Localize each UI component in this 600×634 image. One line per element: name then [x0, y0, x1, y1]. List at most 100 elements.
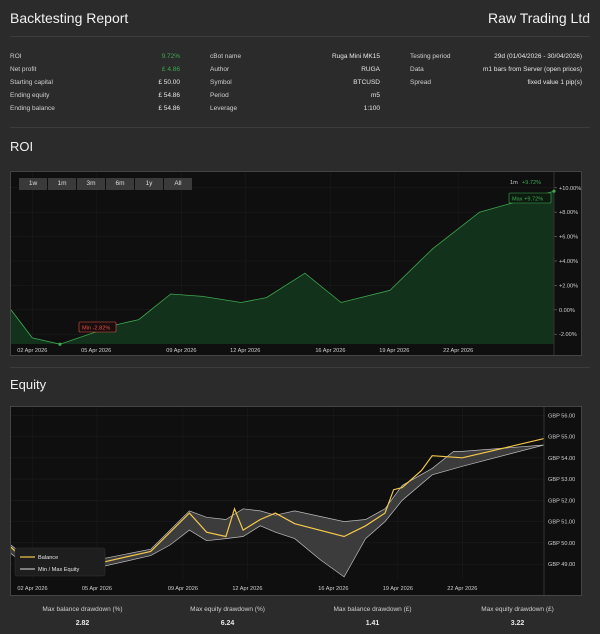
equity-x-tick-label: 09 Apr 2026 [168, 586, 198, 592]
summary-value: Ruga Mini MK15 [331, 53, 380, 60]
summary-row: Data m1 bars from Server (open prices) [410, 63, 582, 76]
roi-range-selector: 1w 1m 3m 6m 1y All [19, 178, 193, 190]
stat-value: 2.82 [75, 620, 90, 627]
equity-y-tick-label: GBP 55.00 [548, 435, 575, 441]
summary-key: Testing period [410, 53, 451, 60]
roi-max-marker [552, 189, 556, 193]
equity-y-tick-label: GBP 56.00 [548, 413, 575, 419]
equity-y-tick-label: GBP 49.00 [548, 562, 575, 568]
roi-x-tick-label: 19 Apr 2026 [379, 348, 409, 354]
roi-section-title: ROI [10, 139, 34, 154]
summary-row: Leverage 1:100 [210, 102, 380, 115]
roi-max-label: Max +9.72% [512, 197, 543, 203]
equity-y-tick-label: GBP 53.00 [548, 477, 575, 483]
summary-value: RUGA [361, 66, 380, 73]
summary-row: Ending equity £ 54.86 [10, 89, 180, 102]
stat-max-equity-drawdown-gbp: Max equity drawdown (£) 3.22 [445, 606, 590, 627]
roi-min-label: Min -2.82% [82, 326, 110, 332]
summary-key: Data [410, 66, 424, 73]
summary-key: cBot name [210, 53, 242, 60]
equity-legend: Balance Min / Max Equity [14, 547, 106, 577]
stat-label: Max balance drawdown (%) [42, 606, 123, 613]
summary-row: Ending balance £ 54.86 [10, 102, 180, 115]
roi-y-tick-label: +8.00% [559, 210, 578, 216]
summary-value: £ 50.00 [158, 79, 180, 86]
range-1m-button[interactable]: 1m [48, 178, 76, 190]
equity-y-tick-label: GBP 52.00 [548, 498, 575, 504]
summary-key: Author [210, 66, 230, 73]
summary-row: Net profit £ 4.86 [10, 63, 180, 76]
summary-key: Ending equity [10, 92, 50, 99]
summary-value: £ 54.86 [158, 92, 180, 99]
summary-col-performance: ROI 9.72% Net profit £ 4.86 Starting capit… [10, 50, 180, 115]
summary-value: 29d (01/04/2026 - 30/04/2026) [494, 53, 582, 60]
roi-x-tick-label: 05 Apr 2026 [81, 348, 111, 354]
roi-chart-panel: +10.00% +8.00% +6.00% +4.00% +2.00% 0.00% -2.0… [10, 171, 582, 356]
roi-x-tick-label: 16 Apr 2026 [315, 348, 345, 354]
equity-chart[interactable]: GBP 56.00 GBP 55.00 GBP 54.00 GBP 53.00 GBP … [11, 407, 581, 595]
range-6m-button[interactable]: 6m [106, 178, 134, 190]
summary-row: Spread fixed value 1 pip(s) [410, 76, 582, 89]
summary-value: £ 54.86 [158, 105, 180, 112]
stat-label: Max balance drawdown (£) [333, 606, 412, 613]
minmax-legend-label: Min / Max Equity [38, 567, 80, 573]
stat-value: 6.24 [220, 620, 235, 627]
summary-value: £ 4.86 [161, 66, 180, 73]
stat-value: 3.22 [510, 620, 525, 627]
stat-max-equity-drawdown-pct: Max equity drawdown (%) 6.24 [155, 606, 300, 627]
roi-legend-value: +9.72% [522, 180, 541, 186]
range-all-button[interactable]: All [164, 178, 192, 190]
divider [10, 367, 590, 368]
summary-key: Net profit [10, 66, 37, 73]
roi-line [11, 190, 555, 345]
brand-name: Raw Trading Ltd [488, 10, 590, 26]
balance-line [11, 438, 545, 570]
summary-value: m5 [370, 92, 380, 99]
summary-key: ROI [10, 53, 22, 60]
summary-value: BTCUSD [353, 79, 380, 86]
roi-y-tick-label: +2.00% [559, 283, 578, 289]
summary-value: m1 bars from Server (open prices) [483, 66, 582, 73]
equity-x-tick-label: 16 Apr 2026 [318, 586, 348, 592]
summary-key: Symbol [210, 79, 232, 86]
equity-x-tick-label: 22 Apr 2026 [447, 586, 477, 592]
summary-value: fixed value 1 pip(s) [527, 79, 582, 86]
roi-y-tick-label: 0.00% [559, 308, 575, 314]
range-1y-button[interactable]: 1y [135, 178, 163, 190]
stat-label: Max equity drawdown (%) [190, 606, 265, 613]
roi-y-tick-label: -2.00% [559, 332, 577, 338]
summary-row: Starting capital £ 50.00 [10, 76, 180, 89]
roi-y-tick-label: +6.00% [559, 235, 578, 241]
roi-min-label-box: Min -2.82% [78, 321, 117, 333]
summary-key: Spread [410, 79, 431, 86]
stat-label: Max equity drawdown (£) [481, 606, 554, 613]
roi-x-tick-label: 22 Apr 2026 [443, 348, 473, 354]
divider [10, 127, 590, 128]
equity-x-tick-label: 19 Apr 2026 [383, 586, 413, 592]
roi-y-tick-label: +4.00% [559, 259, 578, 265]
roi-x-tick-label: 09 Apr 2026 [166, 348, 196, 354]
summary-row: Author RUGA [210, 63, 380, 76]
roi-y-tick-label: +10.00% [559, 186, 581, 192]
roi-legend-range: 1m [510, 180, 518, 186]
equity-x-tick-label: 12 Apr 2026 [232, 586, 262, 592]
roi-x-tick-label: 02 Apr 2026 [17, 348, 47, 354]
summary-value: 1:100 [363, 105, 380, 112]
range-1w-button[interactable]: 1w [19, 178, 47, 190]
summary-value: 9.72% [161, 53, 180, 60]
balance-legend-label: Balance [38, 555, 58, 561]
roi-chart[interactable]: +10.00% +8.00% +6.00% +4.00% +2.00% 0.00% -2.0… [11, 172, 581, 355]
equity-chart-panel: GBP 56.00 GBP 55.00 GBP 54.00 GBP 53.00 GBP … [10, 406, 582, 596]
report-title: Backtesting Report [10, 10, 129, 26]
roi-max-label-box: Max +9.72% [508, 192, 552, 204]
summary-key: Ending balance [10, 105, 55, 112]
summary-row: Period m5 [210, 89, 380, 102]
summary-key: Leverage [210, 105, 238, 112]
summary-row: cBot name Ruga Mini MK15 [210, 50, 380, 63]
summary-row: Symbol BTCUSD [210, 76, 380, 89]
summary-key: Starting capital [10, 79, 53, 86]
roi-x-tick-label: 12 Apr 2026 [230, 348, 260, 354]
range-3m-button[interactable]: 3m [77, 178, 105, 190]
stat-max-balance-drawdown-gbp: Max balance drawdown (£) 1.41 [300, 606, 445, 627]
min-equity-line [11, 444, 545, 578]
